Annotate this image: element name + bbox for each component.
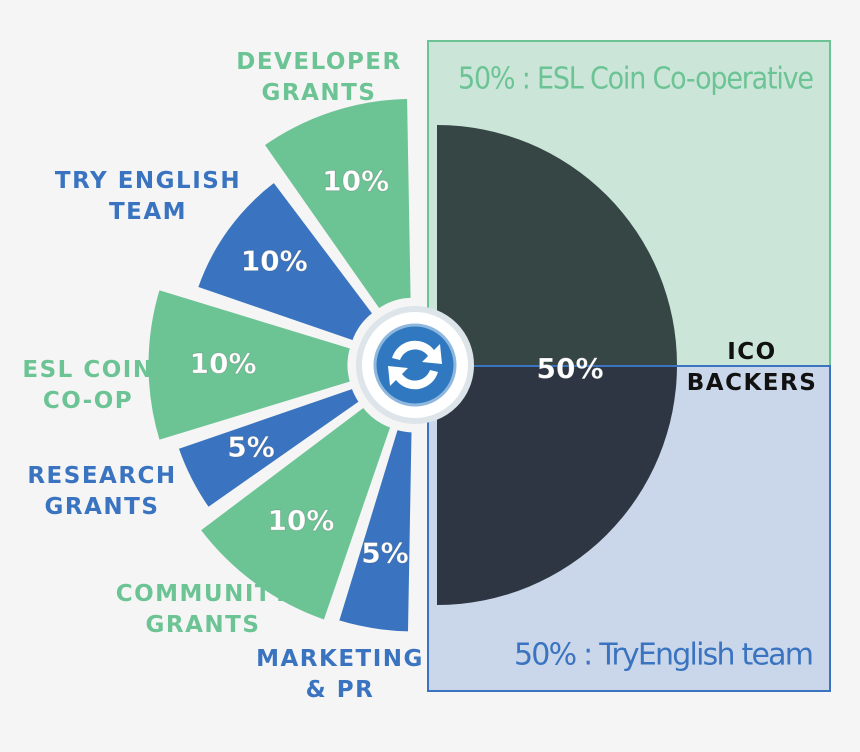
annotation: 50% : ESL Coin Co-operative	[458, 62, 814, 97]
category-label: COMMUNITY GRANTS	[116, 581, 291, 638]
value-label: 50%	[536, 352, 603, 385]
center-icon	[356, 306, 474, 424]
category-label: TRY ENGLISH TEAM	[55, 168, 241, 225]
label-line: COMMUNITY	[116, 581, 291, 607]
label-line: ICO	[727, 339, 777, 365]
category-label: RESEARCH GRANTS	[27, 463, 176, 520]
value-label: 10%	[189, 347, 256, 380]
category-label: ICO BACKERS	[687, 339, 818, 396]
slices	[145, 95, 677, 635]
value-label: 5%	[361, 537, 409, 570]
slice	[145, 286, 354, 444]
slice	[194, 178, 377, 344]
label-line: TRY ENGLISH	[55, 168, 241, 194]
category-label: MARKETING & PR	[256, 646, 424, 703]
slice	[260, 95, 414, 313]
icon-arrow	[392, 340, 442, 364]
category-label: ESL COIN CO-OP	[22, 357, 153, 414]
value-label: 10%	[322, 164, 389, 197]
label-line: MARKETING	[256, 646, 424, 672]
top-overlay	[428, 41, 830, 366]
label-line: CO-OP	[43, 388, 133, 414]
label-line: GRANTS	[146, 612, 261, 638]
slice	[196, 403, 394, 624]
icon-disc	[373, 323, 457, 407]
category-label: DEVELOPER GRANTS	[236, 49, 401, 106]
label-line: GRANTS	[45, 494, 160, 520]
label-line: TEAM	[109, 199, 187, 225]
annotation: 50% : TryEnglish team	[514, 638, 814, 673]
icon-arrow	[388, 366, 438, 390]
label-line: DEVELOPER	[236, 49, 401, 75]
label-line: & PR	[306, 677, 375, 703]
value-label: 10%	[267, 504, 334, 537]
slice	[335, 426, 415, 635]
label-line: RESEARCH	[27, 463, 176, 489]
bottom-overlay	[428, 366, 830, 691]
value-label: 5%	[227, 431, 275, 464]
label-line: ESL COIN	[22, 357, 153, 383]
value-label: 10%	[241, 245, 308, 278]
label-line: BACKERS	[687, 370, 818, 396]
label-line: GRANTS	[262, 80, 377, 106]
slice	[175, 385, 363, 511]
